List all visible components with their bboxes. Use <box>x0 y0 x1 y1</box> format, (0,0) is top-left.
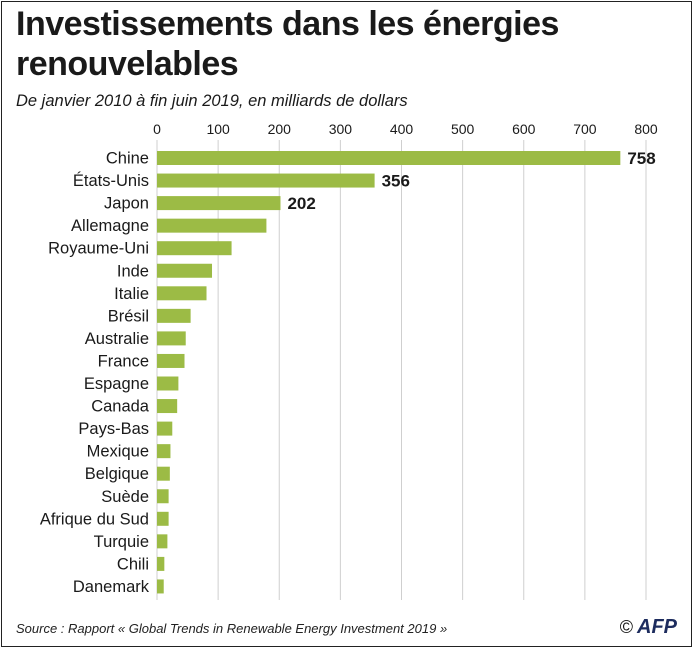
bar <box>157 151 621 165</box>
data-label: 356 <box>382 172 410 191</box>
x-tick-label: 0 <box>153 121 161 137</box>
bar <box>157 489 169 504</box>
x-tick-label: 800 <box>634 121 658 137</box>
bar <box>157 421 173 436</box>
category-label: Italie <box>114 285 149 303</box>
bar <box>157 511 169 526</box>
chart-subtitle: De janvier 2010 à fin juin 2019, en mill… <box>16 92 408 110</box>
source-note: Source : Rapport « Global Trends in Rene… <box>16 621 448 636</box>
bar <box>157 173 375 188</box>
category-label: Chine <box>106 150 149 168</box>
bar <box>157 376 179 391</box>
afp-logo: AFP <box>637 616 677 638</box>
x-tick-label: 600 <box>512 121 536 137</box>
category-label: États-Unis <box>73 171 149 190</box>
bar <box>157 399 178 414</box>
category-label: Brésil <box>108 307 149 325</box>
x-tick-label: 500 <box>451 121 475 137</box>
bar <box>157 331 186 346</box>
copyright-symbol: © <box>619 617 633 637</box>
x-tick-label: 300 <box>329 121 353 137</box>
data-label: 202 <box>287 194 315 213</box>
chart-title: Investissements dans les énergies renouv… <box>16 5 559 83</box>
credit: © AFP <box>620 616 677 639</box>
category-label: Afrique du Sud <box>40 510 149 528</box>
bar <box>157 241 232 256</box>
category-label: Inde <box>117 262 149 280</box>
category-label: Mexique <box>87 443 149 461</box>
bar <box>157 218 267 233</box>
bar <box>157 556 165 571</box>
bar <box>157 286 207 301</box>
category-label: France <box>98 352 149 370</box>
category-label: Chili <box>117 555 149 573</box>
x-tick-label: 100 <box>206 121 230 137</box>
category-label: Espagne <box>84 375 149 393</box>
category-label: Allemagne <box>71 217 149 235</box>
category-label: Suède <box>101 488 149 506</box>
category-label: Danemark <box>73 578 150 596</box>
x-tick-label: 200 <box>268 121 292 137</box>
category-label: Belgique <box>85 465 149 483</box>
category-label: Japon <box>104 195 149 213</box>
bar <box>157 308 191 323</box>
data-label: 758 <box>627 149 655 168</box>
bar <box>157 353 185 368</box>
category-label: Turquie <box>94 533 149 551</box>
bar <box>157 196 281 211</box>
bar <box>157 466 170 481</box>
bar <box>157 579 164 594</box>
category-label: Pays-Bas <box>78 420 149 438</box>
category-label: Australie <box>85 330 149 348</box>
category-label: Canada <box>91 398 150 416</box>
bar <box>157 534 168 549</box>
category-label: Royaume-Uni <box>48 240 149 258</box>
x-tick-label: 400 <box>390 121 414 137</box>
bar <box>157 444 171 459</box>
bar <box>157 263 213 278</box>
x-tick-label: 700 <box>573 121 597 137</box>
